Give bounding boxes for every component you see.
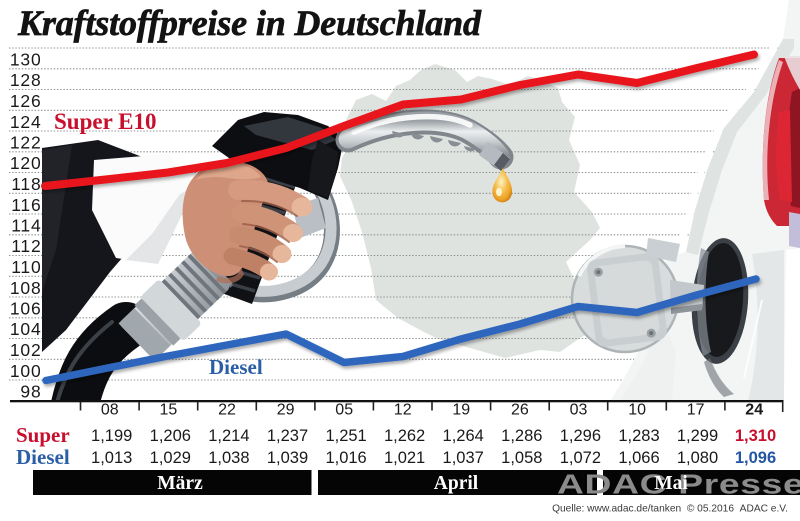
svg-text:08: 08 bbox=[101, 402, 119, 419]
svg-text:108: 108 bbox=[10, 278, 42, 298]
svg-text:ADAC Presse: ADAC Presse bbox=[557, 468, 800, 499]
svg-text:1,038: 1,038 bbox=[208, 449, 249, 467]
svg-text:120: 120 bbox=[10, 153, 42, 173]
svg-text:130: 130 bbox=[10, 50, 42, 70]
svg-text:118: 118 bbox=[11, 174, 41, 194]
svg-text:122: 122 bbox=[10, 133, 42, 153]
svg-text:98: 98 bbox=[20, 382, 41, 402]
svg-text:Kraftstoffpreise in Deutschlan: Kraftstoffpreise in Deutschland bbox=[17, 3, 482, 43]
svg-text:100: 100 bbox=[10, 361, 42, 381]
svg-text:März: März bbox=[157, 473, 203, 494]
svg-text:1,096: 1,096 bbox=[735, 449, 776, 467]
svg-text:1,058: 1,058 bbox=[501, 449, 542, 467]
svg-text:1,037: 1,037 bbox=[443, 449, 484, 467]
svg-text:Quelle: www.adac.de/tanken ©: Quelle: www.adac.de/tanken © 05.2016 ADA… bbox=[552, 504, 788, 515]
svg-text:Diesel: Diesel bbox=[16, 445, 70, 469]
svg-text:24: 24 bbox=[745, 402, 763, 419]
svg-text:102: 102 bbox=[10, 340, 42, 360]
svg-text:116: 116 bbox=[11, 195, 41, 215]
svg-text:1,296: 1,296 bbox=[560, 427, 601, 445]
svg-text:29: 29 bbox=[277, 402, 295, 419]
svg-text:1,039: 1,039 bbox=[267, 449, 308, 467]
svg-text:126: 126 bbox=[10, 91, 42, 111]
svg-text:22: 22 bbox=[218, 402, 236, 419]
svg-text:15: 15 bbox=[160, 402, 178, 419]
svg-text:1,251: 1,251 bbox=[325, 427, 366, 445]
svg-text:Super: Super bbox=[16, 423, 70, 447]
svg-text:1,021: 1,021 bbox=[384, 449, 425, 467]
svg-text:1,262: 1,262 bbox=[384, 427, 425, 445]
svg-text:03: 03 bbox=[570, 402, 588, 419]
svg-text:19: 19 bbox=[452, 402, 470, 419]
svg-text:1,066: 1,066 bbox=[618, 449, 659, 467]
svg-text:1,310: 1,310 bbox=[735, 427, 776, 445]
svg-text:1,237: 1,237 bbox=[267, 427, 308, 445]
svg-text:1,283: 1,283 bbox=[618, 427, 659, 445]
svg-text:12: 12 bbox=[394, 402, 412, 419]
svg-text:26: 26 bbox=[511, 402, 529, 419]
svg-text:1,080: 1,080 bbox=[677, 449, 718, 467]
svg-text:114: 114 bbox=[11, 216, 41, 236]
svg-text:05: 05 bbox=[335, 402, 353, 419]
svg-text:112: 112 bbox=[11, 236, 41, 256]
svg-text:1,264: 1,264 bbox=[443, 427, 484, 445]
svg-text:10: 10 bbox=[628, 402, 646, 419]
svg-text:128: 128 bbox=[10, 70, 42, 90]
svg-text:1,016: 1,016 bbox=[325, 449, 366, 467]
svg-text:1,029: 1,029 bbox=[150, 449, 191, 467]
svg-text:Diesel: Diesel bbox=[209, 355, 263, 379]
svg-text:1,199: 1,199 bbox=[91, 427, 132, 445]
svg-text:17: 17 bbox=[687, 402, 705, 419]
svg-text:1,072: 1,072 bbox=[560, 449, 601, 467]
svg-text:106: 106 bbox=[10, 299, 42, 319]
svg-text:Super E10: Super E10 bbox=[54, 109, 156, 134]
svg-text:124: 124 bbox=[10, 112, 42, 132]
svg-text:110: 110 bbox=[11, 257, 41, 277]
svg-text:April: April bbox=[434, 473, 479, 494]
svg-text:1,206: 1,206 bbox=[150, 427, 191, 445]
svg-text:1,286: 1,286 bbox=[501, 427, 542, 445]
svg-text:104: 104 bbox=[10, 319, 42, 339]
svg-text:Mai: Mai bbox=[654, 473, 688, 494]
svg-text:1,299: 1,299 bbox=[677, 427, 718, 445]
svg-text:1,013: 1,013 bbox=[91, 449, 132, 467]
svg-text:1,214: 1,214 bbox=[208, 427, 249, 445]
